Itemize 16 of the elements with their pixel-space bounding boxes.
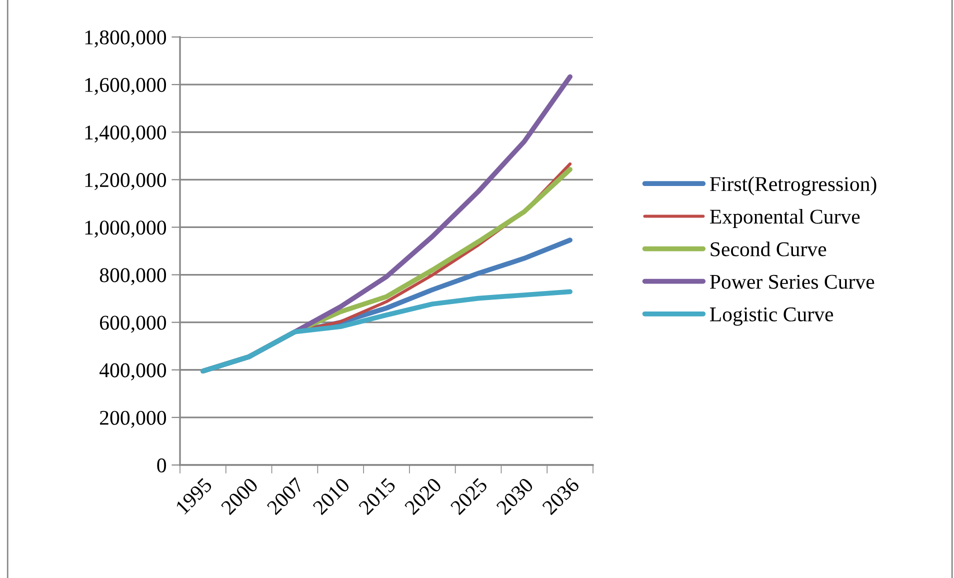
legend-label: Logistic Curve xyxy=(710,307,834,326)
y-tick-label: 1,400,000 xyxy=(85,125,166,143)
y-tick-label: 1,200,000 xyxy=(85,173,166,190)
y-tick-label: 1,600,000 xyxy=(85,78,166,95)
y-tick-label: 1,800,000 xyxy=(85,30,166,48)
legend-label: Exponental Curve xyxy=(710,209,860,228)
legend-label: First(Retrogression) xyxy=(710,176,876,196)
y-tick-label: 800,000 xyxy=(100,268,166,286)
y-tick-label: 400,000 xyxy=(100,363,166,380)
y-tick-label: 1,000,000 xyxy=(85,220,166,238)
line-series xyxy=(200,289,572,374)
y-tick-label: 200,000 xyxy=(100,410,166,428)
legend-label: Second Curve xyxy=(710,242,826,256)
legend-label: Power Series Curve xyxy=(710,274,874,289)
y-tick-label: 600,000 xyxy=(100,316,166,333)
y-tick-label: 0 xyxy=(157,458,166,472)
